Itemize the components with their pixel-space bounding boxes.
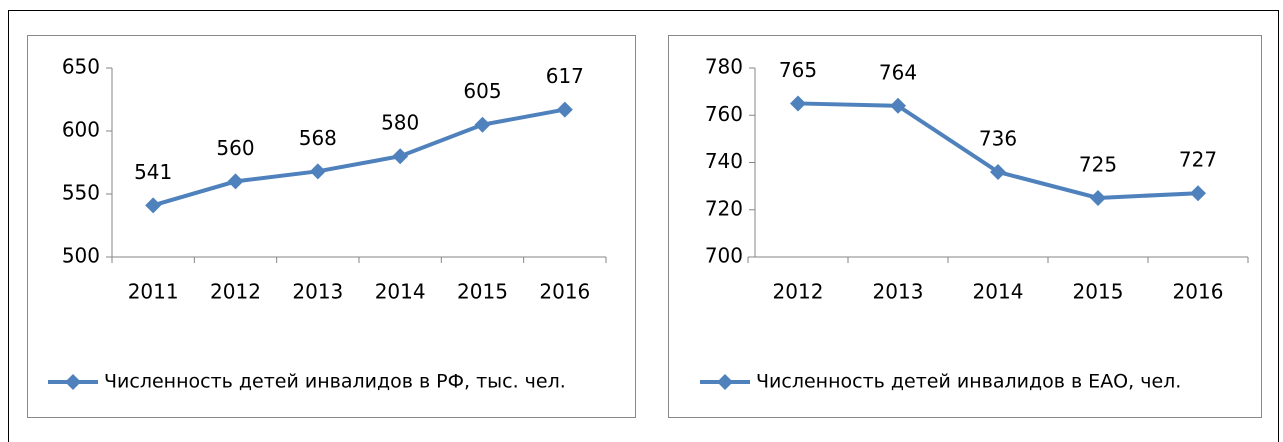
y-tick-label: 650 [62, 55, 100, 79]
x-tick-label: 2014 [973, 280, 1024, 304]
y-tick-label: 740 [705, 149, 743, 173]
data-label: 736 [979, 126, 1017, 150]
y-tick-label: 500 [62, 244, 100, 268]
y-tick-label: 720 [705, 196, 743, 220]
data-point [474, 116, 491, 133]
x-tick-label: 2015 [457, 280, 508, 304]
y-tick-label: 600 [62, 118, 100, 142]
x-tick-label: 2012 [773, 280, 824, 304]
data-point [556, 101, 573, 118]
x-tick-label: 2016 [1173, 280, 1224, 304]
data-point [392, 148, 409, 165]
y-tick-label: 550 [62, 181, 100, 205]
data-label: 765 [779, 58, 817, 82]
outer-frame [8, 10, 1279, 442]
data-label: 617 [546, 64, 584, 88]
data-label: 560 [216, 136, 254, 160]
y-tick-label: 700 [705, 244, 743, 268]
data-label: 568 [299, 126, 337, 150]
x-tick-label: 2014 [375, 280, 426, 304]
legend-marker [65, 374, 81, 390]
x-tick-label: 2013 [292, 280, 343, 304]
chart-frame [668, 35, 1262, 418]
data-point [790, 95, 806, 112]
series-line [152, 107, 566, 208]
data-label: 605 [463, 79, 501, 103]
y-tick-label: 780 [705, 55, 743, 79]
x-tick-label: 2016 [539, 280, 590, 304]
data-label: 764 [879, 60, 917, 84]
x-tick-label: 2011 [128, 280, 179, 304]
x-tick-label: 2012 [210, 280, 261, 304]
data-point [1190, 185, 1206, 202]
data-point [890, 97, 906, 114]
y-tick-label: 760 [705, 102, 743, 126]
data-label: 580 [381, 111, 419, 135]
data-point [227, 173, 244, 190]
data-point [990, 163, 1006, 180]
legend-label: Численность детей инвалидов в ЕАО, чел. [756, 371, 1181, 393]
data-point [1090, 189, 1106, 206]
chart-frame [27, 35, 636, 418]
data-label: 541 [134, 160, 172, 184]
x-tick-label: 2015 [1073, 280, 1124, 304]
legend-marker [717, 374, 733, 390]
data-point [309, 163, 326, 180]
data-label: 727 [1179, 148, 1217, 172]
x-tick-label: 2013 [873, 280, 924, 304]
legend-label: Численность детей инвалидов в РФ, тыс. ч… [104, 371, 566, 393]
data-label: 725 [1079, 152, 1117, 176]
data-point [145, 197, 162, 214]
